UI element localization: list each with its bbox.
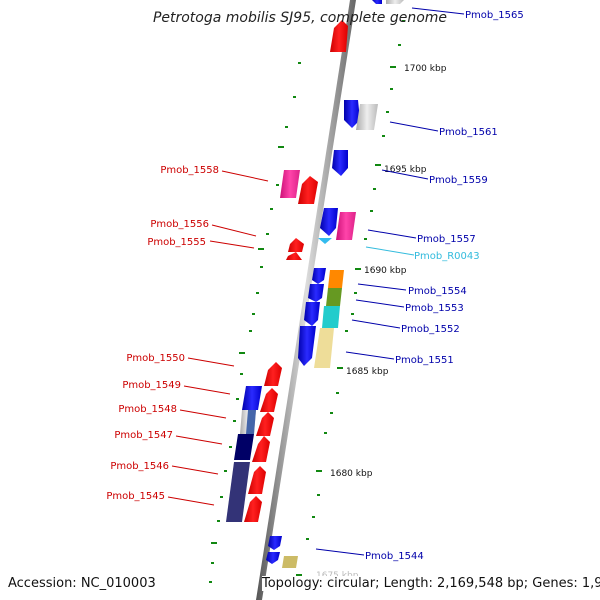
label-pmob-r0043[interactable]: Pmob_R0043: [414, 251, 480, 262]
gene-1555[interactable]: [286, 252, 302, 260]
gene-1548[interactable]: [256, 412, 274, 436]
gene-1545[interactable]: [244, 496, 262, 522]
gene-1557a[interactable]: [320, 208, 338, 236]
label-pmob-1555[interactable]: Pmob_1555: [147, 237, 206, 248]
gene-1557[interactable]: [336, 212, 356, 240]
gene-1561a[interactable]: [344, 100, 360, 128]
gene-1550[interactable]: [264, 362, 282, 386]
gene-1553a[interactable]: [308, 284, 324, 302]
gene-1545a[interactable]: [226, 492, 246, 522]
gene-1549a[interactable]: [242, 386, 262, 410]
gene-1546[interactable]: [248, 466, 266, 494]
label-pmob-1549[interactable]: Pmob_1549: [122, 380, 181, 391]
gene-1553[interactable]: [326, 288, 342, 306]
label-pmob-1559[interactable]: Pmob_1559: [429, 175, 488, 186]
gene-1551a[interactable]: [298, 326, 316, 366]
accession-text: Accession: NC_010003: [8, 576, 156, 591]
left-gene-labels: Pmob_1558 Pmob_1556 Pmob_1555 Pmob_1550 …: [106, 165, 219, 502]
scale-label-1700: 1700 kbp: [404, 64, 447, 74]
gene-1554a[interactable]: [312, 268, 326, 284]
scale-label-1685: 1685 kbp: [346, 367, 389, 377]
left-strand-genes: [226, 20, 348, 522]
gene-1551[interactable]: [314, 328, 334, 368]
label-pmob-1554[interactable]: Pmob_1554: [408, 286, 467, 297]
label-pmob-1565[interactable]: Pmob_1565: [465, 10, 524, 21]
gene-1552[interactable]: [322, 306, 340, 328]
gene-1552a[interactable]: [304, 302, 320, 326]
gene-1565[interactable]: [372, 0, 382, 4]
label-pmob-1551[interactable]: Pmob_1551: [395, 355, 454, 366]
rna-leader-line: [365, 246, 415, 256]
gene-1548b[interactable]: [246, 410, 256, 434]
gene-1546a[interactable]: [230, 462, 250, 492]
label-pmob-1552[interactable]: Pmob_1552: [401, 324, 460, 335]
label-pmob-1545[interactable]: Pmob_1545: [106, 491, 165, 502]
map-title: Petrotoga mobilis SJ95, complete genome: [152, 10, 448, 26]
gene-1544a[interactable]: [268, 536, 282, 550]
gene-1549[interactable]: [260, 388, 278, 412]
gene-1547[interactable]: [252, 436, 270, 462]
label-pmob-1550[interactable]: Pmob_1550: [126, 353, 185, 364]
label-pmob-1546[interactable]: Pmob_1546: [110, 461, 169, 472]
right-leader-lines: [315, 7, 465, 556]
label-pmob-1544[interactable]: Pmob_1544: [365, 551, 424, 562]
genome-backbone: [256, 0, 356, 600]
right-strand-genes: [266, 0, 404, 568]
gene-1561[interactable]: [356, 104, 378, 130]
gene-1544[interactable]: [282, 556, 298, 568]
right-gene-labels: Pmob_1565 Pmob_1561 Pmob_1559 Pmob_1557 …: [365, 10, 524, 562]
label-pmob-1557[interactable]: Pmob_1557: [417, 234, 476, 245]
right-tick-marks: [296, 20, 405, 576]
gene-1559[interactable]: [332, 150, 348, 176]
scale-label-1690: 1690 kbp: [364, 266, 407, 276]
gene-1565b[interactable]: [386, 0, 404, 4]
label-pmob-1561[interactable]: Pmob_1561: [439, 127, 498, 138]
gene-1558a[interactable]: [280, 170, 300, 198]
gene-1554[interactable]: [328, 270, 344, 288]
gene-R0043[interactable]: [318, 238, 332, 244]
scale-label-1680: 1680 kbp: [330, 469, 373, 479]
gene-1544b[interactable]: [266, 552, 280, 564]
gene-1556[interactable]: [288, 238, 304, 252]
left-tick-marks: [209, 62, 301, 583]
left-leader-lines: [167, 170, 269, 506]
label-pmob-1553[interactable]: Pmob_1553: [405, 303, 464, 314]
topology-text: Topology: circular; Length: 2,169,548 bp…: [262, 576, 600, 591]
gene-1558[interactable]: [298, 176, 318, 204]
scale-label-1695: 1695 kbp: [384, 165, 427, 175]
label-pmob-1548[interactable]: Pmob_1548: [118, 404, 177, 415]
gene-top-red[interactable]: [330, 20, 348, 52]
label-pmob-1556[interactable]: Pmob_1556: [150, 219, 209, 230]
label-pmob-1558[interactable]: Pmob_1558: [160, 165, 219, 176]
gene-1547a[interactable]: [234, 434, 254, 460]
label-pmob-1547[interactable]: Pmob_1547: [114, 430, 173, 441]
